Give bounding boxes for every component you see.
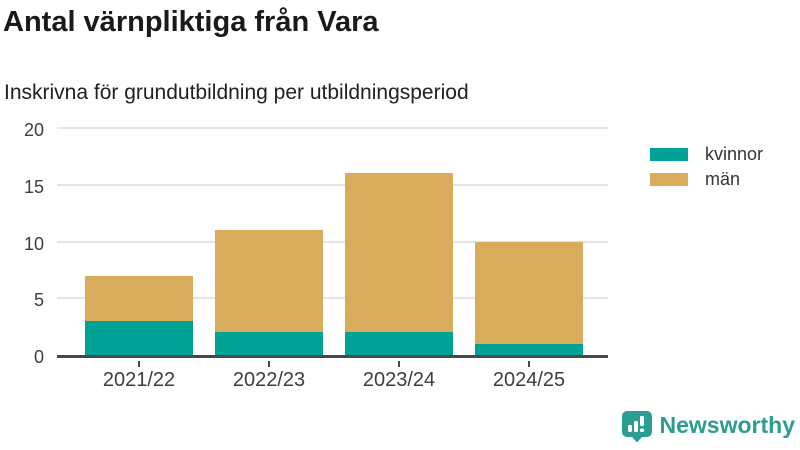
gridline-10 xyxy=(57,240,608,243)
brand-name: Newsworthy xyxy=(659,412,795,438)
chart-subtitle: Inskrivna för grundutbildning per utbild… xyxy=(4,81,469,104)
brand-logo: Newsworthy xyxy=(621,410,795,443)
bar-2024-25-kvinnor xyxy=(475,343,583,355)
legend-label: kvinnor xyxy=(705,143,764,164)
legend-swatch-män xyxy=(650,172,688,186)
gridline-20 xyxy=(57,127,608,129)
x-tick xyxy=(528,361,530,367)
bar-2021-22-kvinnor xyxy=(85,320,193,355)
x-tick-label: 2024/25 xyxy=(492,369,566,391)
bar-2023-24-män xyxy=(345,173,453,333)
y-tick-label: 20 xyxy=(23,120,44,140)
y-tick-label: 10 xyxy=(23,233,44,254)
bar-2022-23-män xyxy=(215,230,323,333)
y-tick-label: 0 xyxy=(33,347,44,367)
bar-2023-24-kvinnor xyxy=(345,332,453,355)
y-tick-label: 15 xyxy=(23,176,44,197)
legend-label: män xyxy=(705,168,741,189)
bar-2022-23-kvinnor xyxy=(215,332,323,355)
x-tick xyxy=(398,361,400,367)
legend-item-män: män xyxy=(650,169,763,189)
legend-swatch-kvinnor xyxy=(650,147,688,161)
y-tick-label: 5 xyxy=(33,290,44,311)
page-title: Antal värnpliktiga från Vara xyxy=(3,6,379,38)
x-tick-label: 2022/23 xyxy=(232,369,306,391)
x-tick xyxy=(138,361,140,367)
bar-2021-22-män xyxy=(85,275,193,321)
x-tick-label: 2021/22 xyxy=(102,369,176,391)
chart-legend: kvinnor män xyxy=(650,144,763,197)
plot-area: 2021/22 2022/23 2023/24 2024/25 xyxy=(57,127,608,391)
gridline-15 xyxy=(57,183,608,186)
legend-item-kvinnor: kvinnor xyxy=(650,144,763,164)
x-tick-label: 2023/24 xyxy=(362,369,436,391)
bar-2024-25-män xyxy=(475,241,583,344)
x-tick xyxy=(268,361,270,367)
newsworthy-icon xyxy=(621,410,653,443)
gridline-5 xyxy=(57,297,608,300)
